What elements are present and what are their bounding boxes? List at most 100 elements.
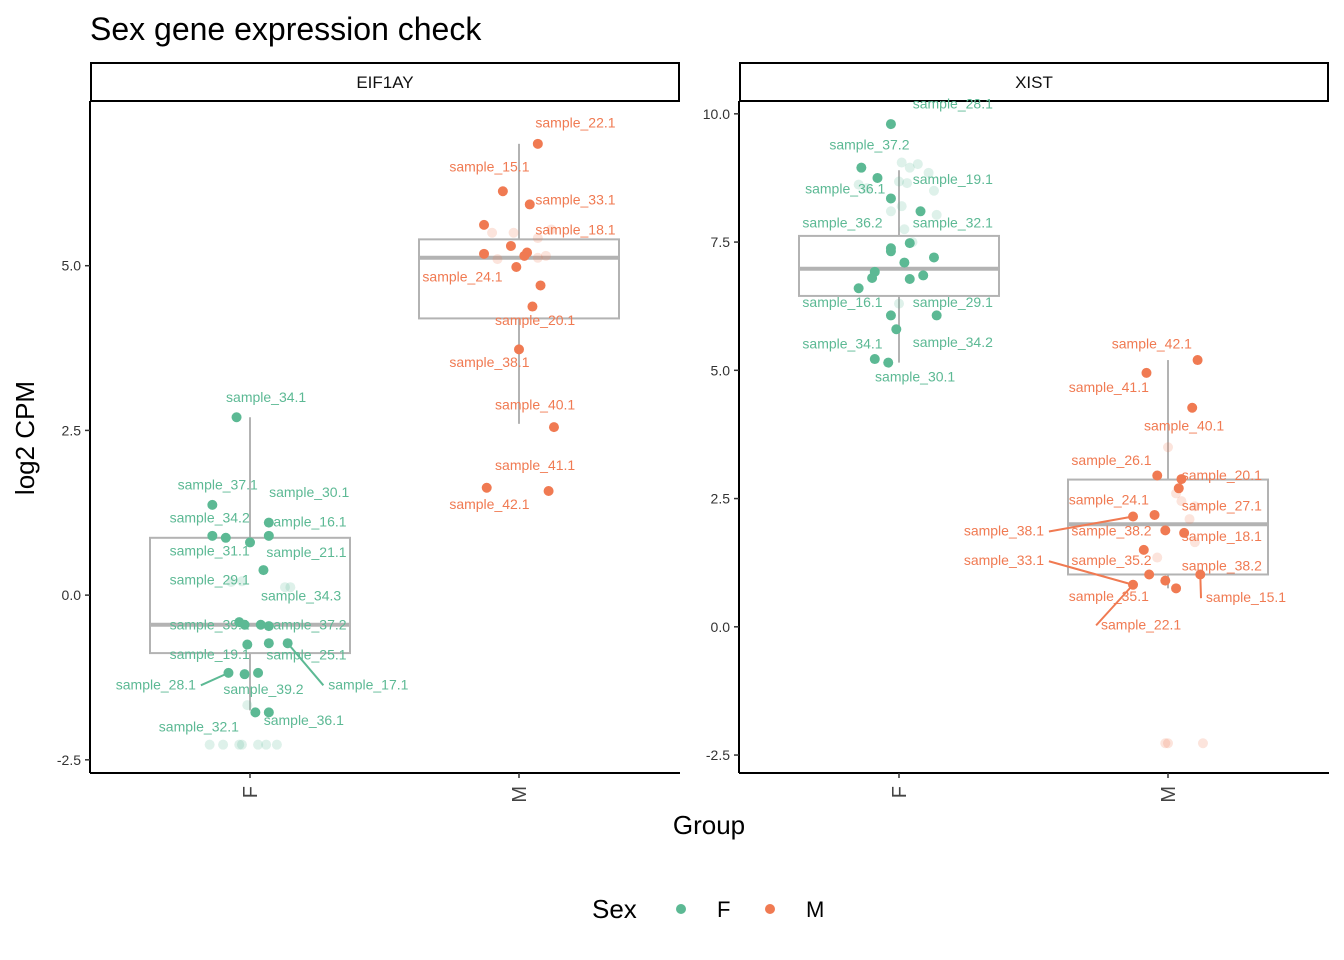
sample-label: sample_29.1 [913,294,993,310]
faded-point [931,209,942,220]
sample-label: sample_27.1 [1182,497,1262,513]
box-f [149,417,351,711]
faded-point [896,201,907,212]
sample-label: sample_15.1 [1206,589,1286,605]
data-point [891,324,902,335]
data-point [1152,470,1163,481]
faded-point [928,185,939,196]
data-point [885,193,896,204]
sample-label: sample_42.1 [449,496,529,512]
sample-label: sample_16.1 [802,294,882,310]
faded-point [1197,738,1208,749]
sample-label: sample_22.1 [535,114,615,130]
data-point [899,257,910,268]
sample-label: sample_20.1 [495,312,575,328]
data-point [928,252,939,263]
faded-point [236,739,247,750]
data-point [1128,511,1139,522]
data-point [1128,579,1139,590]
data-point [1195,569,1206,580]
sample-label: sample_38.1 [964,522,1044,538]
faded-point [492,254,503,265]
data-point [255,619,266,630]
y-tick-label: 5.0 [711,362,731,378]
sample-label: sample_24.1 [422,269,502,285]
data-point [904,238,915,249]
sample-label: sample_17.1 [328,676,408,692]
label-leader [1095,584,1134,627]
sample-label: sample_29.1 [170,572,250,588]
panel-xist: XIST -2.5 0.0 2.5 5.0 7.5 10.0 F Msample_28.1sam… [703,62,1329,803]
faded-point [853,179,864,190]
sample-label: sample_28.1 [116,676,196,692]
data-point [220,532,231,543]
sample-label: sample_34.1 [802,335,882,351]
data-point [867,272,878,283]
faded-point [894,298,904,309]
sample-label: sample_40.1 [495,396,575,412]
strip-box [739,62,1329,102]
sample-label: sample_41.1 [495,457,575,473]
sample-label: sample_32.1 [913,215,993,231]
y-tick-label: 0.0 [62,587,82,603]
y-tick-label: -2.5 [57,752,81,768]
data-point [1192,355,1203,366]
data-point [1144,569,1155,580]
sample-label: sample_36.1 [264,712,344,728]
sample-label: sample_37.1 [178,477,258,493]
sample-label: sample_33.1 [535,191,615,207]
sample-label: sample_36.1 [805,180,885,196]
sample-label: sample_34.3 [261,587,341,603]
faded-point [261,739,272,750]
data-point [282,638,293,649]
data-point [885,246,896,257]
data-point [1173,483,1184,494]
faded-point [894,176,904,187]
legend-key-m [765,904,775,914]
faded-point [204,739,215,750]
sample-label: sample_19.1 [170,646,250,662]
legend: Sex F M [592,894,824,924]
sample-label: sample_38.1 [449,354,529,370]
faded-point [236,576,247,587]
sample-label: sample_35.1 [1069,588,1149,604]
faded-point [912,159,923,170]
sample-label: sample_21.1 [266,544,346,560]
faded-point [271,739,282,750]
data-point [514,344,524,355]
box-m [418,143,620,424]
data-point [527,301,538,312]
data-point [1179,527,1190,538]
data-point [479,219,490,230]
data-point [885,119,896,130]
data-point [869,354,880,365]
label-leader [286,642,325,686]
data-point [543,486,554,497]
faded-point [253,739,264,750]
faded-point [1163,738,1173,749]
sample-label: sample_39.1 [170,616,250,632]
sample-label: sample_30.1 [875,369,955,385]
faded-point [1184,514,1195,525]
sample-label: sample_18.1 [535,222,615,238]
label-leader [1048,560,1134,586]
data-point [239,619,250,630]
y-axis-title: log2 CPM [10,381,40,495]
faded-point [885,206,896,217]
data-point [856,162,867,173]
faded-point [1163,442,1173,453]
chart-title: Sex gene expression check [90,11,482,47]
sample-label: sample_42.1 [1112,335,1192,351]
faded-point [896,157,907,168]
sample-label: sample_34.2 [170,510,250,526]
sample-label: sample_15.1 [449,158,529,174]
x-tick-label: F [889,786,911,798]
sample-label: sample_26.1 [1071,452,1151,468]
faded-point [1176,496,1187,507]
box-iqr [418,238,620,320]
x-tick-label: M [1158,786,1180,803]
faded-point [1189,537,1200,548]
data-point [1149,509,1160,520]
